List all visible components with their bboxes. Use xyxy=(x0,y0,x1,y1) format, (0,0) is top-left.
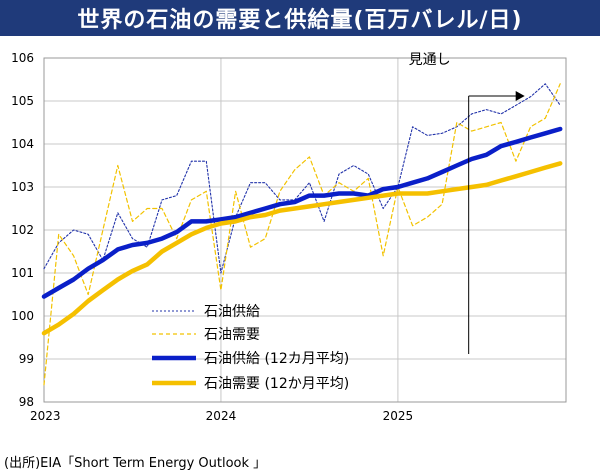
y-tick-label-98: 98 xyxy=(19,395,34,409)
forecast-annotation: 見通し xyxy=(409,52,525,354)
source-note: (出所)EIA「Short Term Energy Outlook 」 xyxy=(4,456,267,471)
legend-label-supply-monthly: 石油供給 xyxy=(204,304,260,320)
series-line-supply-12m-avg xyxy=(41,126,563,299)
y-tick-label-104: 104 xyxy=(11,137,34,151)
y-tick-label-99: 99 xyxy=(19,352,34,366)
series xyxy=(41,83,563,386)
plot-border xyxy=(43,57,567,403)
series-line-demand-12m-avg xyxy=(41,161,563,336)
series-line-demand-monthly xyxy=(43,83,561,386)
line-chart: 98 99 100 101 102 103 104 105 106 2023 2024 2025 見通… xyxy=(11,51,567,423)
y-tick-label-100: 100 xyxy=(11,309,34,323)
title-bar: 世界の石油の需要と供給量(百万バレル/日) xyxy=(0,0,600,36)
legend-label-demand-monthly: 石油需要 xyxy=(204,327,260,343)
y-tick-label-105: 105 xyxy=(11,94,34,108)
y-tick-label-106: 106 xyxy=(11,51,34,65)
y-tick-label-101: 101 xyxy=(11,266,34,280)
y-tick-label-103: 103 xyxy=(11,180,34,194)
forecast-label: 見通し xyxy=(409,52,451,68)
x-tick-label-2024: 2024 xyxy=(206,409,237,423)
x-tick-label-2023: 2023 xyxy=(30,409,61,423)
legend-label-demand-12m-avg: 石油需要 (12か月平均) xyxy=(204,376,349,392)
chart-title: 世界の石油の需要と供給量(百万バレル/日) xyxy=(77,8,523,33)
series-line-supply-monthly xyxy=(43,83,561,274)
x-tick-label-2025: 2025 xyxy=(383,409,414,423)
axes: 98 99 100 101 102 103 104 105 106 2023 2024 2025 xyxy=(11,51,567,423)
y-tick-label-102: 102 xyxy=(11,223,34,237)
forecast-arrow-head xyxy=(515,91,525,101)
legend-label-supply-12m-avg: 石油供給 (12カ月平均) xyxy=(204,351,349,367)
